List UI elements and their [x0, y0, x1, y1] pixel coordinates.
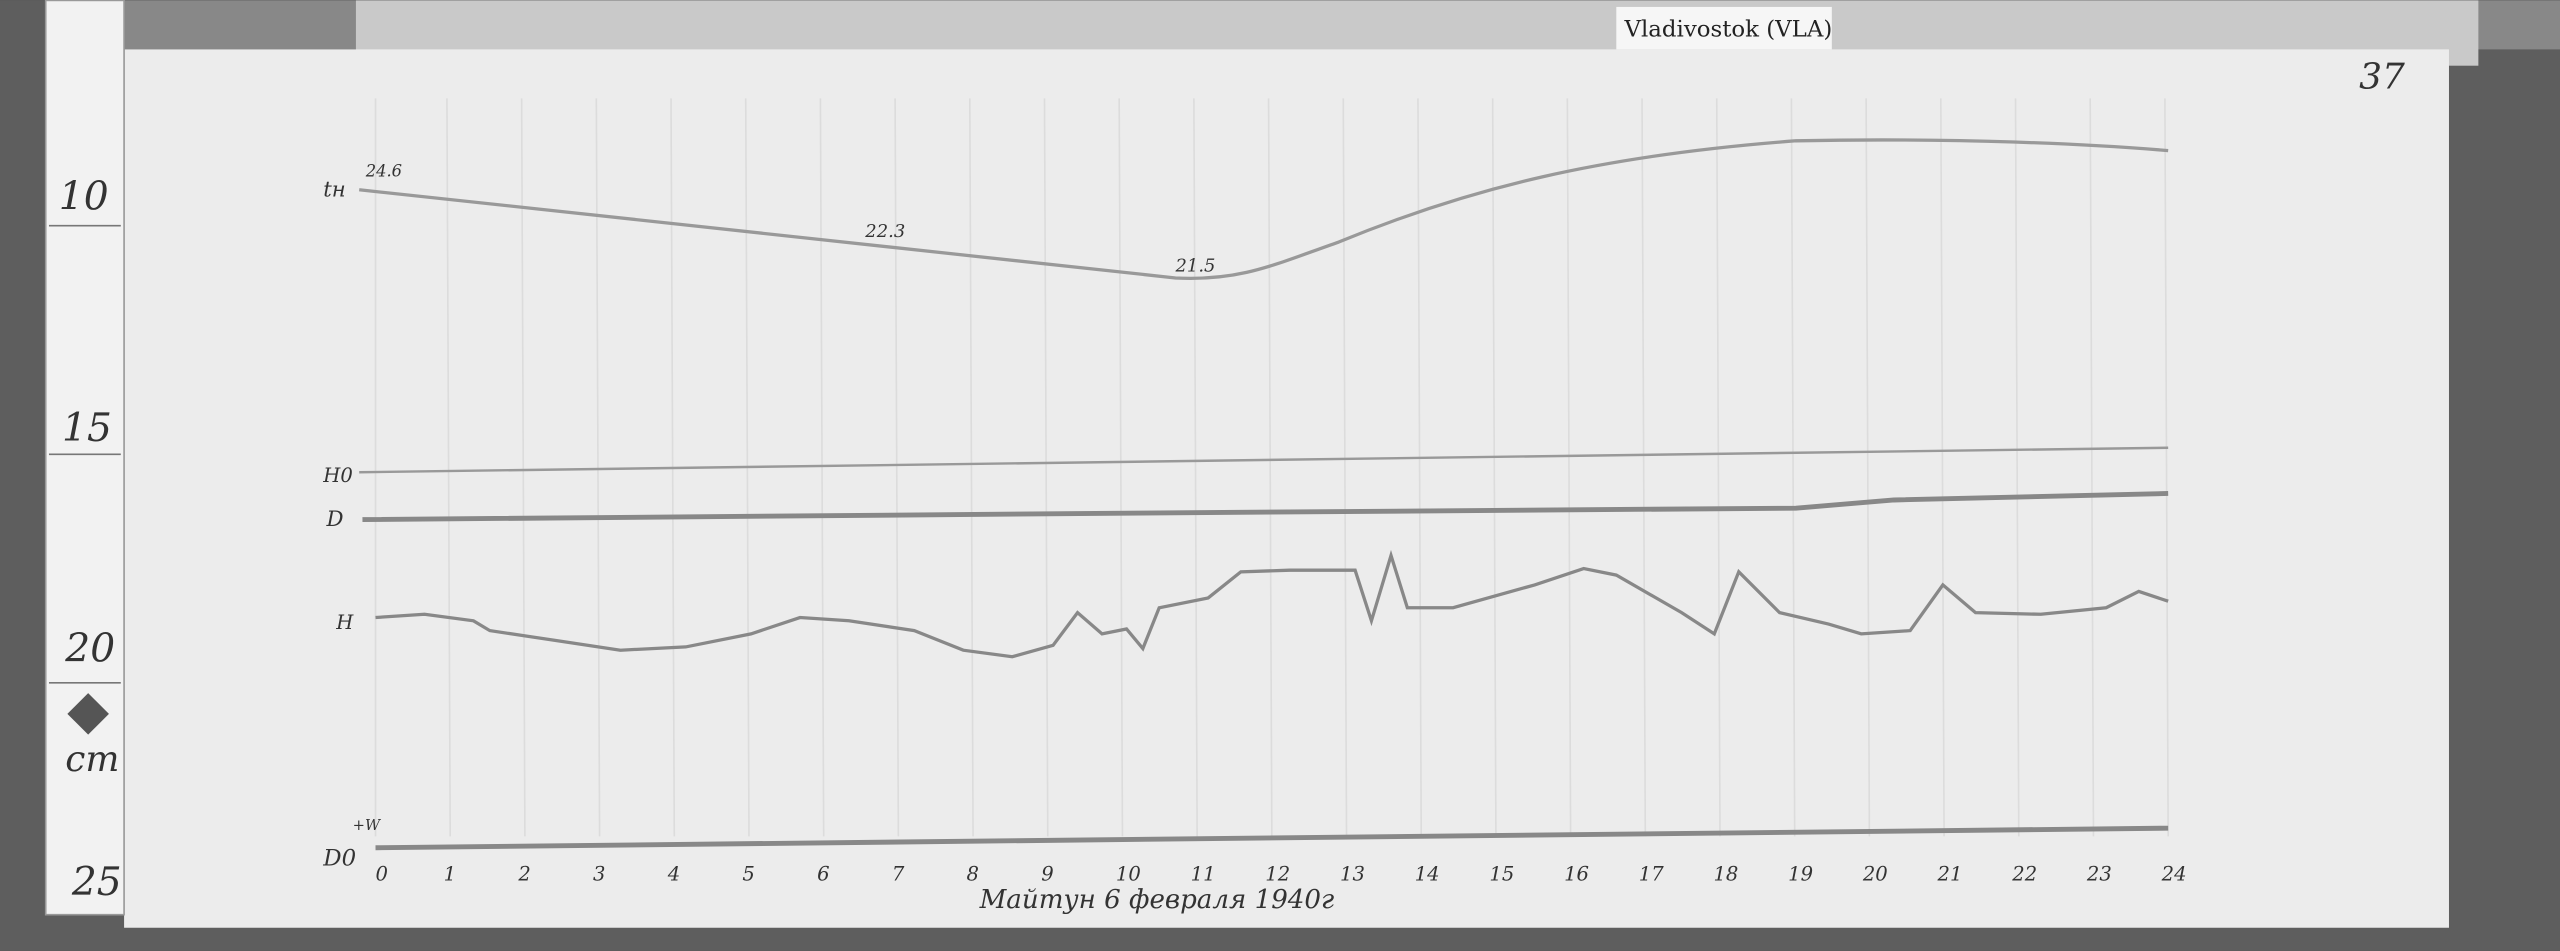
hour-gridline: [1491, 98, 1497, 837]
hour-labels: 0 1 2 3 4 5 6 7 8 9 10 11 12 13 14 15 16 17 18 19 20 21 22 23 24: [376, 862, 2187, 885]
temperature-value: 21.5: [1175, 255, 1216, 276]
hour-gridline: [2089, 98, 2095, 837]
hour-label: 21: [1937, 862, 1963, 885]
hour-gridline: [1865, 98, 1871, 837]
hour-label: 5: [742, 862, 754, 885]
ruler-marks: 10 15 20 cm 25: [48, 174, 122, 905]
ruler-mark: 15: [62, 406, 112, 451]
hour-label: 2: [517, 862, 530, 885]
hour-gridline: [520, 98, 526, 837]
temperature-trace: [359, 138, 2169, 280]
hour-gridline: [894, 98, 900, 837]
hour-gridline: [1715, 98, 1721, 837]
hour-label: 14: [1415, 862, 1440, 885]
ruler-mark: 20: [64, 627, 115, 672]
hour-gridline: [1118, 98, 1124, 837]
d0-baseline: [375, 825, 2169, 851]
hour-gridline: [1342, 98, 1348, 837]
horizontal-intensity-trace: [375, 549, 2169, 659]
hour-label: 1: [444, 862, 456, 885]
hour-label: 16: [1564, 862, 1589, 885]
hour-gridline: [1566, 98, 1572, 837]
h0-baseline: [359, 446, 2169, 474]
hour-label: 13: [1340, 862, 1365, 885]
hour-gridline: [446, 98, 452, 837]
h-label: H: [335, 611, 354, 634]
hour-gridline: [595, 98, 601, 837]
hour-label: 17: [1639, 862, 1664, 885]
hour-label: 12: [1265, 862, 1290, 885]
temperature-value: 22.3: [864, 221, 905, 242]
hour-gridline: [2164, 98, 2169, 837]
hour-label: 22: [2011, 862, 2037, 885]
hour-label: 8: [967, 862, 979, 885]
ruler-unit: cm: [65, 739, 119, 780]
h0-label: H0: [322, 464, 353, 487]
hour-label: 6: [817, 862, 829, 885]
ruler-mark: 10: [59, 174, 109, 219]
hour-gridline: [1193, 98, 1198, 837]
hour-label: 20: [1862, 862, 1888, 885]
hour-gridline: [1641, 98, 1647, 837]
declination-trace: [362, 491, 2169, 523]
hour-label: 19: [1788, 862, 1813, 885]
hour-label: 10: [1116, 862, 1141, 885]
hour-label: 4: [667, 862, 680, 885]
hour-label: 7: [892, 862, 905, 885]
d0-label: D0: [322, 846, 356, 872]
label-tag-text: Vladivostok (VLA): [1623, 16, 1832, 42]
ruler: [44, 0, 125, 916]
hour-label: 23: [2086, 862, 2112, 885]
hour-label: 9: [1041, 862, 1053, 885]
label-tag: [1616, 6, 1832, 50]
w-label: +W: [353, 817, 382, 834]
hour-gridline: [819, 98, 825, 837]
paper-sheet: [124, 49, 2449, 928]
temperature-value: 24.6: [365, 162, 402, 181]
hour-label: 3: [593, 862, 605, 885]
caption: Майтун 6 февраля 1940г: [979, 885, 1335, 915]
hour-gridline: [968, 98, 974, 837]
temperature-label: tн: [323, 177, 346, 202]
hour-label: 24: [2161, 862, 2187, 885]
hour-label: 18: [1713, 862, 1738, 885]
hour-label: 15: [1489, 862, 1514, 885]
hour-label: 0: [376, 862, 388, 885]
ruler-mark: 25: [71, 860, 122, 905]
hour-gridline: [2014, 98, 2020, 837]
hour-grid: [374, 98, 2169, 837]
hour-gridline: [1940, 98, 1945, 837]
hour-gridline: [1417, 98, 1423, 837]
hour-gridline: [1267, 98, 1273, 837]
page-number: 37: [2359, 57, 2405, 98]
d-label: D: [326, 507, 344, 532]
hour-gridline: [1043, 98, 1049, 837]
hour-label: 11: [1191, 862, 1216, 885]
hour-gridline: [1790, 98, 1796, 837]
